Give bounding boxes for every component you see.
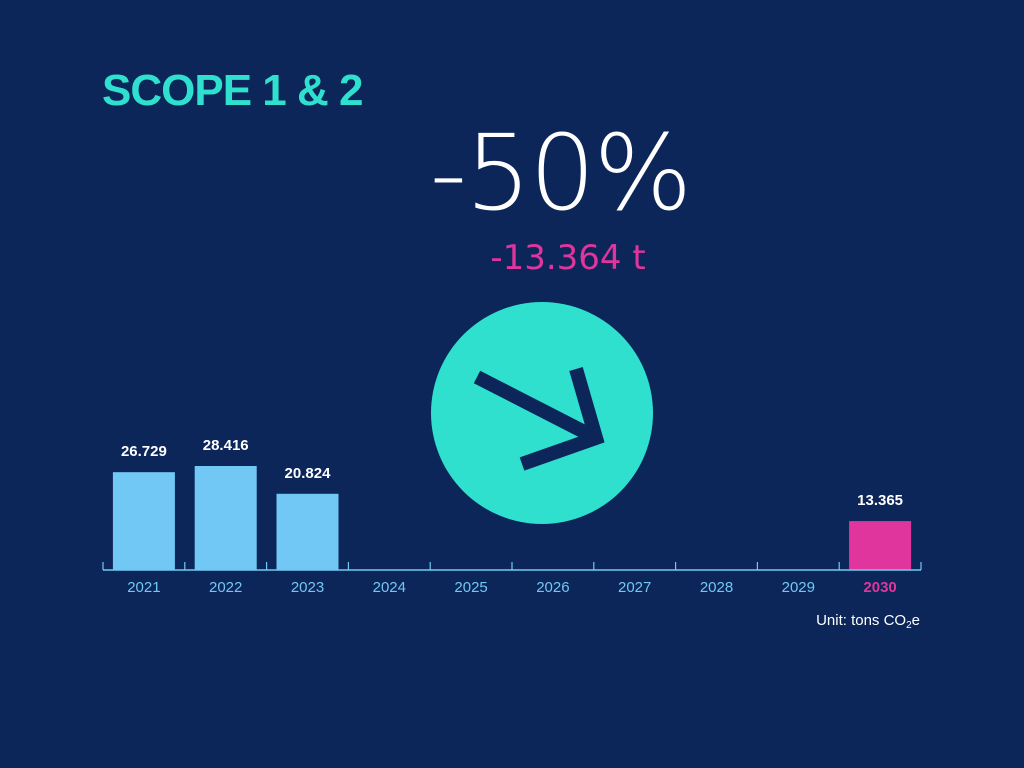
x-tick-label-2029: 2029 (782, 579, 815, 596)
bar-value-label-2022: 28.416 (203, 437, 249, 454)
x-tick-label-2028: 2028 (700, 579, 733, 596)
x-tick-label-2024: 2024 (373, 579, 406, 596)
bar-value-label-2023: 20.824 (285, 465, 332, 482)
x-tick-label-2021: 2021 (127, 579, 160, 596)
arrow-head (519, 367, 605, 471)
arrow-shaft (473, 370, 600, 445)
bar-2021 (112, 472, 175, 570)
reduction-tons: -13.364 t (490, 238, 646, 278)
bar-2022 (194, 466, 257, 570)
x-tick-label-2025: 2025 (454, 579, 487, 596)
x-tick-label-2023: 2023 (291, 579, 324, 596)
unit-note: Unit: tons CO2e (816, 612, 920, 631)
x-tick-label-2030: 2030 (863, 579, 896, 596)
bar-2030 (849, 521, 912, 570)
bar-2023 (276, 493, 339, 570)
bar-value-label-2021: 26.729 (121, 443, 167, 460)
arrow-down-right-icon (431, 302, 653, 524)
x-tick-label-2026: 2026 (536, 579, 569, 596)
unit-note-subscript: 2 (906, 620, 912, 631)
x-tick-label-2027: 2027 (618, 579, 651, 596)
unit-note-prefix: Unit: tons CO (816, 612, 907, 629)
bar-value-label-2030: 13.365 (857, 492, 903, 509)
unit-note-suffix: e (911, 612, 920, 629)
reduction-percent: -50% (429, 112, 693, 234)
chart-title: SCOPE 1 & 2 (102, 66, 363, 115)
x-tick-label-2022: 2022 (209, 579, 242, 596)
